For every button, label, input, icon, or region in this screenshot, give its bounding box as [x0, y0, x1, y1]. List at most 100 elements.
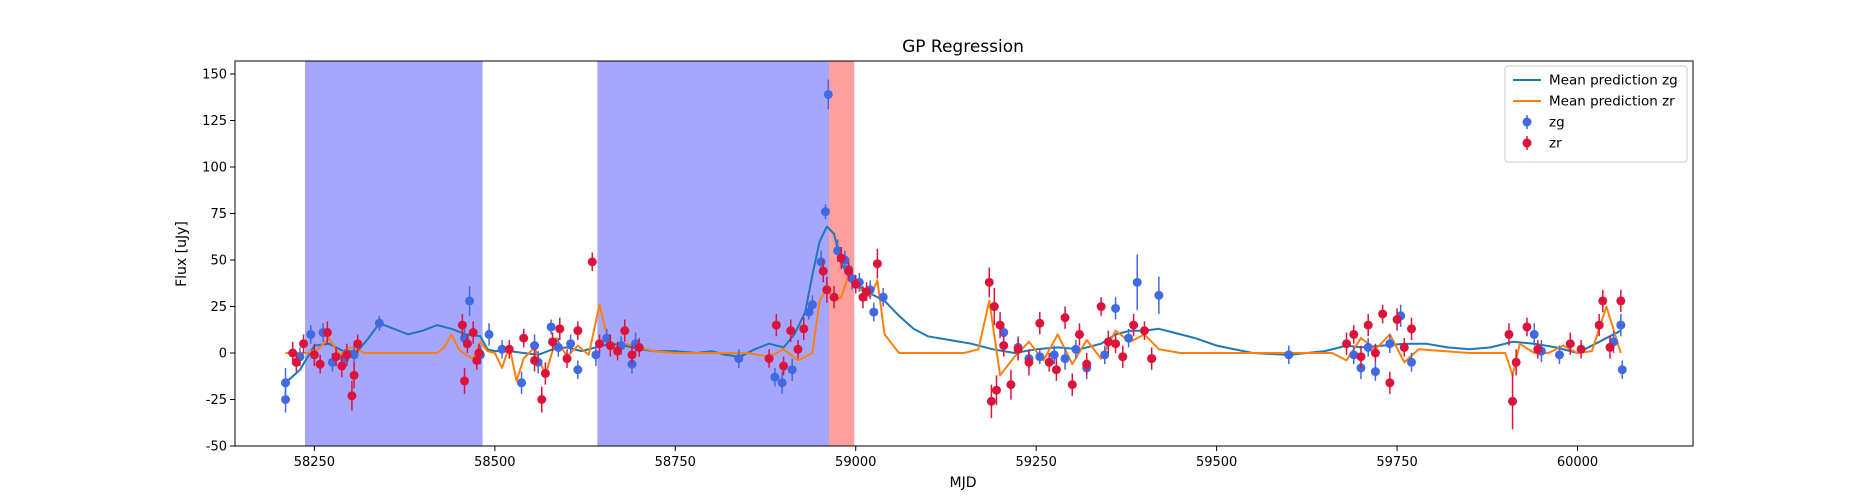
data-point-zr [460, 376, 470, 386]
data-point-zr [829, 292, 839, 302]
data-point-zr [353, 339, 363, 349]
data-point-zg [1100, 350, 1110, 360]
data-point-zr [1594, 320, 1604, 330]
shaded-regions [305, 61, 855, 446]
data-point-zr [1111, 339, 1121, 349]
data-point-zr [562, 354, 572, 364]
data-point-zg [1071, 344, 1081, 354]
observation-points [281, 79, 1627, 430]
data-point-zg [1060, 354, 1070, 364]
data-point-zr [844, 266, 854, 276]
data-point-zr [337, 361, 347, 371]
data-point-zg [465, 296, 475, 306]
legend-box [1504, 65, 1688, 163]
data-point-zr [1129, 320, 1139, 330]
data-point-zg [306, 329, 316, 339]
data-point-zg [1154, 290, 1164, 300]
data-point-zr [555, 324, 565, 334]
data-point-zr [519, 333, 529, 343]
y-axis: -50 -25 0 25 50 75 100 125 150 [202, 68, 235, 455]
data-point-zr [779, 361, 789, 371]
data-point-zg [546, 322, 556, 332]
data-point-zr [799, 324, 809, 334]
data-point-zr [1035, 318, 1045, 328]
data-point-zr [1060, 313, 1070, 323]
data-point-zr [1118, 352, 1128, 362]
data-point-zg [1407, 357, 1417, 367]
data-point-zg [1349, 350, 1359, 360]
legend-label: zr [1549, 136, 1562, 152]
data-point-zr [548, 337, 558, 347]
data-point-zr [764, 354, 774, 364]
x-tick-label: 60000 [1557, 455, 1598, 470]
legend-swatch-marker [1522, 138, 1532, 148]
data-point-zr [995, 320, 1005, 330]
x-tick-label: 58250 [294, 455, 335, 470]
data-point-zr [468, 328, 478, 338]
x-tick-label: 59000 [835, 455, 876, 470]
data-point-zg [566, 339, 576, 349]
y-tick-label: -25 [206, 393, 227, 408]
data-point-zg [1284, 350, 1294, 360]
data-point-zg [281, 378, 291, 388]
data-point-zg [807, 300, 817, 310]
data-point-zg [1616, 320, 1626, 330]
y-tick-label: 50 [210, 254, 227, 269]
data-point-zr [1511, 357, 1521, 367]
data-point-zg [1370, 367, 1380, 377]
data-point-zr [836, 253, 846, 263]
data-point-zr [1522, 322, 1532, 332]
x-tick-label: 58750 [655, 455, 696, 470]
data-point-zg [517, 378, 527, 388]
data-point-zg [999, 328, 1009, 338]
data-point-zg [553, 342, 563, 352]
data-point-zg [374, 318, 384, 328]
data-point-zr [1103, 337, 1113, 347]
y-tick-label: 150 [202, 68, 227, 83]
shaded-region-1 [305, 61, 483, 446]
data-point-zr [462, 339, 472, 349]
data-point-zg [349, 350, 359, 360]
data-point-zr [851, 279, 861, 289]
data-point-zg [1124, 333, 1134, 343]
data-point-zg [573, 365, 583, 375]
data-point-zr [1096, 302, 1106, 312]
data-point-zg [497, 344, 507, 354]
data-point-zr [999, 341, 1009, 351]
data-point-zr [347, 391, 357, 401]
data-point-zr [1006, 380, 1016, 390]
data-point-zr [457, 320, 467, 330]
y-tick-label: 0 [219, 347, 227, 362]
plot-frame [234, 60, 1694, 447]
data-point-zg [770, 372, 780, 382]
data-point-zr [984, 277, 994, 287]
data-point-zr [991, 385, 1001, 395]
data-point-zg [484, 329, 494, 339]
data-point-zr [1385, 378, 1395, 388]
data-point-zg [1554, 350, 1564, 360]
data-point-zr [291, 357, 301, 367]
data-point-zr [1139, 326, 1149, 336]
data-point-zr [989, 302, 999, 312]
data-point-zg [591, 350, 601, 360]
data-point-zr [822, 285, 832, 295]
legend-label: Mean prediction zg [1549, 73, 1678, 89]
x-tick-label: 58500 [474, 455, 515, 470]
data-point-zg [1132, 277, 1142, 287]
data-point-zg [1363, 342, 1373, 352]
data-point-zr [1598, 296, 1608, 306]
data-point-zg [734, 354, 744, 364]
x-axis: 58250 58500 58750 59000 59250 59500 59750 60000 [294, 446, 1598, 470]
data-point-zr [573, 326, 583, 336]
data-point-zr [1576, 344, 1586, 354]
data-point-zg [869, 307, 879, 317]
data-point-zr [1342, 339, 1352, 349]
data-point-zr [1074, 329, 1084, 339]
series-points-zr [288, 246, 1626, 430]
data-point-zr [1533, 344, 1543, 354]
data-point-zr [818, 266, 828, 276]
data-point-zr [1407, 324, 1417, 334]
data-point-zg [1529, 329, 1539, 339]
data-point-zr [288, 348, 298, 358]
data-point-zr [793, 344, 803, 354]
